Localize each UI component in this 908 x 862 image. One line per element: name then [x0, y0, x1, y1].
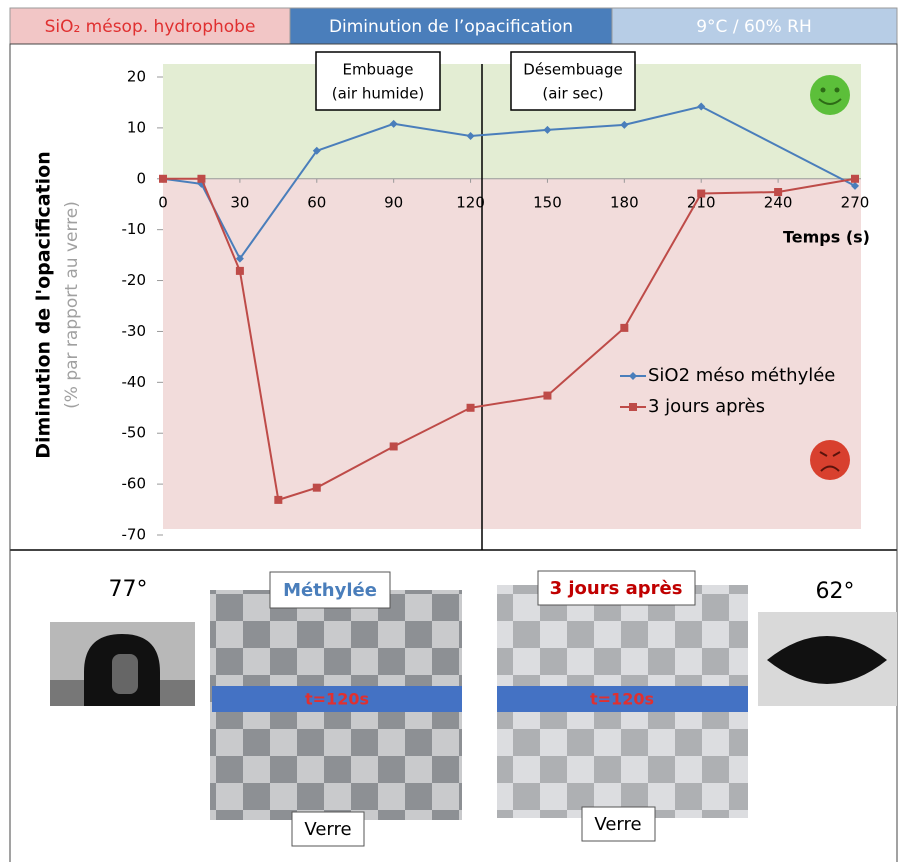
- header-text: Diminution de l’opacification: [329, 17, 573, 37]
- y-tick-label: -30: [122, 322, 147, 340]
- marker: [389, 119, 398, 128]
- x-tick-label: 30: [230, 193, 249, 211]
- label-box: [269, 571, 391, 609]
- substrate-label: Verre: [594, 814, 641, 835]
- marker: [774, 188, 783, 197]
- image-label: Méthylée: [283, 580, 377, 601]
- marker: [543, 391, 552, 400]
- droplet-reflection: [112, 654, 138, 694]
- substrate-label: Verre: [304, 819, 351, 840]
- marker: [629, 372, 637, 380]
- droplet: [767, 636, 887, 684]
- x-tick-label: 180: [610, 193, 639, 211]
- happy-icon: [810, 75, 850, 115]
- y-tick-label: -20: [122, 271, 147, 289]
- marker: [629, 403, 637, 411]
- time-band: [212, 686, 462, 712]
- header-text: SiO₂ mésop. hydrophobe: [45, 17, 256, 37]
- marker: [274, 495, 283, 504]
- header-cell: [289, 7, 613, 45]
- marker: [197, 174, 206, 183]
- series-line: [162, 105, 856, 261]
- x-tick-label: 240: [764, 193, 793, 211]
- marker: [235, 254, 244, 263]
- y-axis-sublabel: (% par rapport au verre): [62, 201, 82, 409]
- annotation: (air sec): [542, 85, 603, 103]
- marker: [389, 442, 398, 451]
- x-tick-label: 0: [158, 193, 168, 211]
- legend-text: 3 jours après: [648, 396, 765, 417]
- header-cell: [9, 7, 291, 45]
- label-box: [291, 811, 365, 847]
- chart: -70 -60 -50 -40 -30 -20 -10 0 10 20 0 30 60 90 120 150 1…: [33, 51, 870, 550]
- marker: [620, 120, 629, 129]
- marker: [697, 102, 706, 111]
- y-tick-label: -60: [122, 475, 147, 493]
- marker: [466, 132, 475, 141]
- annotation-box: [315, 51, 441, 111]
- y-tick-label: 10: [127, 118, 146, 136]
- y-tick-label: 0: [136, 169, 146, 187]
- label-box: [581, 806, 656, 842]
- contact-angle: 62°: [816, 579, 855, 604]
- y-tick-label: -70: [122, 526, 147, 544]
- time-label: t=120s: [590, 690, 654, 709]
- x-tick-label: 60: [307, 193, 326, 211]
- x-tick-label: 90: [384, 193, 403, 211]
- x-tick-label: 270: [841, 193, 870, 211]
- time-label: t=120s: [305, 690, 369, 709]
- frame: [9, 43, 898, 862]
- time-band: [497, 686, 748, 712]
- marker: [466, 403, 475, 412]
- marker: [697, 189, 706, 198]
- marker: [620, 323, 629, 332]
- header-text: 9°C / 60% RH: [696, 17, 812, 37]
- angry-icon: [810, 440, 850, 480]
- marker: [543, 125, 552, 134]
- y-tick-label: -10: [122, 220, 147, 238]
- annotation: Embuage: [342, 61, 413, 79]
- marker: [159, 174, 167, 183]
- y-axis-label: Diminution de l'opacification: [33, 151, 55, 458]
- contact-angle: 77°: [109, 577, 148, 602]
- x-tick-label: 150: [533, 193, 562, 211]
- annotation-box: [510, 51, 636, 111]
- label-box: [537, 570, 696, 606]
- marker: [235, 266, 244, 275]
- annotation: (air humide): [332, 85, 425, 103]
- marker: [851, 181, 859, 190]
- image-label: 3 jours après: [550, 578, 683, 599]
- marker: [312, 483, 321, 492]
- series-line: [163, 177, 856, 502]
- x-axis-label: Temps (s): [783, 228, 870, 247]
- annotation: Désembuage: [523, 61, 622, 79]
- y-tick-label: 20: [127, 68, 146, 86]
- y-tick-label: -50: [122, 424, 147, 442]
- legend-text: SiO2 méso méthylée: [648, 365, 835, 386]
- y-tick-label: -40: [122, 373, 147, 391]
- negative-zone: [163, 178, 861, 529]
- header-cell: [611, 7, 898, 45]
- marker: [312, 146, 321, 155]
- marker: [851, 174, 859, 183]
- x-tick-label: 120: [456, 193, 485, 211]
